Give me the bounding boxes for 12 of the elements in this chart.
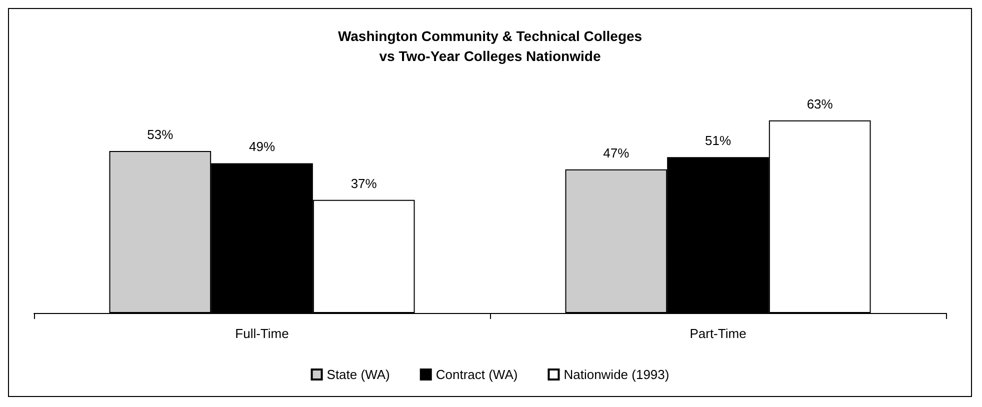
- legend-label: Nationwide (1993): [564, 367, 670, 382]
- data-label: 63%: [806, 96, 834, 112]
- data-label: 47%: [603, 145, 630, 160]
- x-tick-label: Full-Time: [235, 326, 289, 341]
- legend-label: State (WA): [326, 367, 390, 382]
- x-tick-label: Part-Time: [690, 326, 746, 341]
- data-label: 53%: [147, 126, 174, 142]
- data-label: 49%: [248, 139, 276, 154]
- legend-label: Contract (WA): [436, 367, 518, 382]
- data-label: 51%: [704, 133, 732, 148]
- chart-title: Washington Community & Technical Colleges vs Two-Year Colleges Nationwide: [338, 28, 642, 64]
- data-label: 37%: [350, 176, 378, 191]
